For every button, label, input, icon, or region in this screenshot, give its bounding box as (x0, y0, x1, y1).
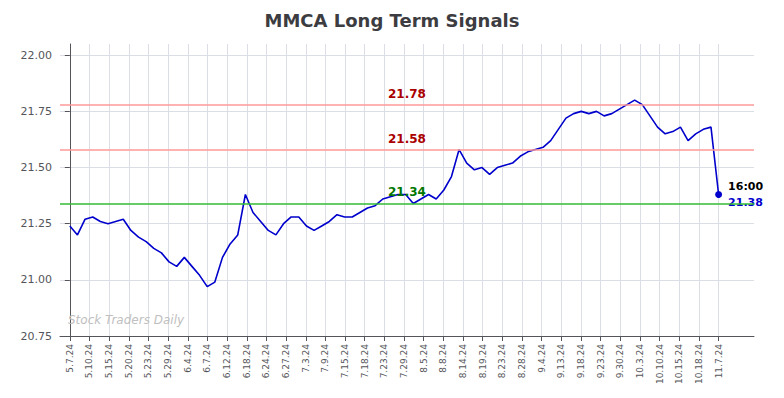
svg-text:5.7.24: 5.7.24 (65, 344, 75, 373)
svg-text:21.75: 21.75 (21, 105, 53, 118)
svg-text:9.30.24: 9.30.24 (615, 344, 625, 379)
svg-text:7.18.24: 7.18.24 (360, 344, 370, 379)
svg-text:5.10.24: 5.10.24 (84, 344, 94, 379)
svg-text:10.18.24: 10.18.24 (694, 344, 704, 384)
svg-text:16:00: 16:00 (728, 180, 763, 193)
svg-text:21.25: 21.25 (21, 217, 53, 230)
svg-text:6.24.24: 6.24.24 (261, 344, 271, 379)
svg-text:10.15.24: 10.15.24 (674, 344, 684, 384)
svg-text:9.18.24: 9.18.24 (576, 344, 586, 379)
svg-text:21.58: 21.58 (388, 132, 426, 146)
svg-text:6.18.24: 6.18.24 (242, 344, 252, 379)
svg-text:6.12.24: 6.12.24 (222, 344, 232, 379)
svg-text:6.27.24: 6.27.24 (281, 344, 291, 379)
svg-text:21.34: 21.34 (388, 185, 426, 199)
svg-text:MMCA Long Term Signals: MMCA Long Term Signals (265, 10, 520, 31)
svg-text:21.38: 21.38 (728, 196, 763, 209)
svg-text:7.15.24: 7.15.24 (340, 344, 350, 379)
svg-text:22.00: 22.00 (21, 49, 53, 62)
svg-text:5.20.24: 5.20.24 (124, 344, 134, 379)
svg-text:5.15.24: 5.15.24 (104, 344, 114, 379)
svg-text:8.14.24: 8.14.24 (458, 344, 468, 379)
svg-text:9.13.24: 9.13.24 (556, 344, 566, 379)
svg-text:7.29.24: 7.29.24 (399, 344, 409, 379)
svg-text:6.7.24: 6.7.24 (202, 344, 212, 373)
svg-text:10.3.24: 10.3.24 (635, 344, 645, 379)
svg-text:7.23.24: 7.23.24 (379, 344, 389, 379)
svg-text:21.50: 21.50 (21, 161, 53, 174)
svg-text:8.23.24: 8.23.24 (497, 344, 507, 379)
svg-text:Stock Traders Daily: Stock Traders Daily (68, 313, 185, 327)
svg-text:9.4.24: 9.4.24 (537, 344, 547, 373)
svg-text:10.10.24: 10.10.24 (655, 344, 665, 384)
svg-text:8.8.24: 8.8.24 (438, 344, 448, 373)
svg-text:7.3.24: 7.3.24 (301, 344, 311, 373)
svg-text:6.4.24: 6.4.24 (183, 344, 193, 373)
svg-text:5.29.24: 5.29.24 (163, 344, 173, 379)
svg-text:21.00: 21.00 (21, 273, 53, 286)
svg-text:11.7.24: 11.7.24 (714, 344, 724, 379)
svg-text:8.19.24: 8.19.24 (478, 344, 488, 379)
svg-text:20.75: 20.75 (21, 330, 53, 343)
svg-text:8.28.24: 8.28.24 (517, 344, 527, 379)
svg-text:7.9.24: 7.9.24 (320, 344, 330, 373)
svg-text:5.23.24: 5.23.24 (143, 344, 153, 379)
svg-text:9.23.24: 9.23.24 (596, 344, 606, 379)
svg-text:8.5.24: 8.5.24 (419, 344, 429, 373)
svg-text:21.78: 21.78 (388, 87, 426, 101)
